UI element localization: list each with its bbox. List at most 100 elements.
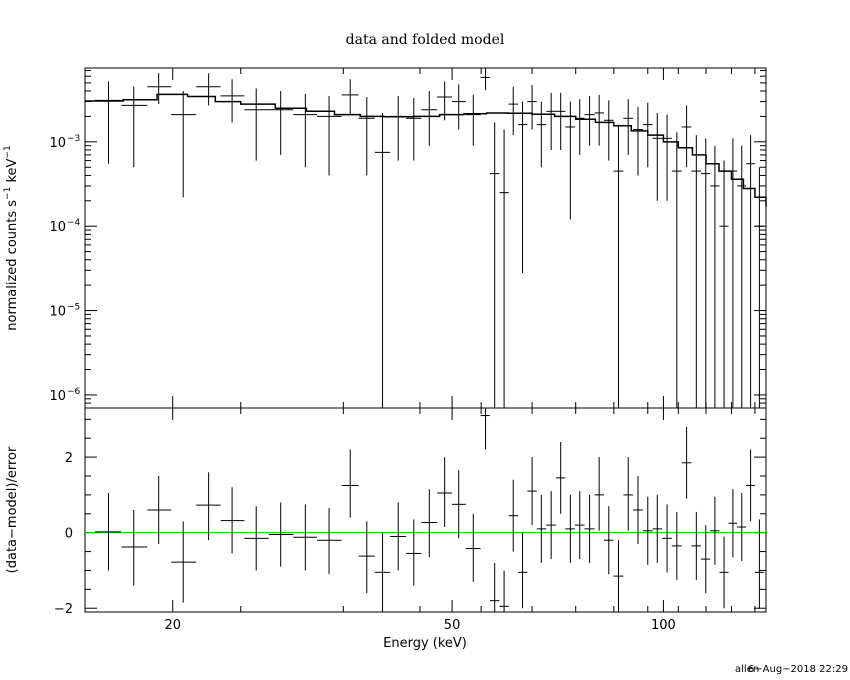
residual-point [728, 489, 738, 558]
residual-point [662, 504, 672, 573]
residual-point [94, 493, 122, 571]
residual-point [499, 570, 509, 612]
spectrum-point [594, 94, 605, 146]
residual-point [147, 476, 172, 544]
spectrum-point [406, 98, 422, 161]
residual-data-points [94, 408, 764, 612]
spectrum-point [390, 95, 407, 161]
residual-point [710, 496, 720, 565]
spectrum-point [584, 95, 595, 146]
residual-y-tick-labels: 2 0 −2 [54, 451, 73, 617]
spectrum-point [489, 122, 500, 408]
residual-point [681, 426, 692, 499]
residual-point [244, 506, 269, 571]
spectrum-point [196, 73, 221, 106]
residual-point [584, 494, 595, 563]
residual-point [746, 449, 755, 522]
y-tick-exp: −6 [67, 387, 81, 397]
residual-point [604, 506, 614, 575]
residual-point [480, 408, 490, 450]
residual-point [341, 449, 359, 518]
y-tick-label: 10−6 [49, 387, 80, 404]
residual-point [536, 494, 547, 563]
spectrum-point [452, 84, 466, 130]
x-tick-label: 50 [444, 618, 461, 633]
residual-point [489, 562, 500, 612]
ylabel-mid: keV [5, 158, 20, 186]
spectrum-point [268, 91, 294, 155]
spectrum-point [536, 101, 547, 168]
residual-point [594, 457, 605, 531]
y-tick-label: 10−4 [49, 218, 80, 235]
residual-point [196, 472, 221, 541]
spectrum-point [480, 68, 490, 91]
spectrum-point [316, 95, 342, 176]
spectrum-y-tick-labels: 10−310−410−510−6 [49, 134, 80, 404]
residual-point [358, 521, 375, 594]
spectrum-data-points [94, 68, 764, 408]
spectrum-point [465, 94, 481, 146]
y-tick-base: 10 [49, 389, 66, 404]
residual-y-axis-label: (data−model)/error [5, 446, 20, 573]
spectrum-point [746, 135, 755, 408]
spectrum-point [574, 99, 585, 155]
residual-point [546, 491, 556, 560]
spectrum-point [437, 81, 453, 121]
model-curve [85, 93, 767, 207]
residual-point [293, 504, 317, 571]
chart-title: data and folded model [346, 32, 505, 48]
x-axis-label: Energy (keV) [383, 636, 467, 651]
spectrum-panel: 10−310−410−510−6 normalized counts s−1 k… [3, 67, 767, 409]
ylabel-sup-1: −1 [3, 187, 13, 200]
spectrum-point [94, 81, 122, 164]
spectrum-point [421, 91, 438, 146]
residual-point [671, 511, 682, 580]
y-tick-label: −2 [54, 602, 73, 617]
y-tick-label: 0 [65, 527, 73, 542]
residual-point [452, 470, 466, 539]
spectrum-y-axis-label: normalized counts s−1 keV−1 [3, 145, 20, 330]
spectrum-point [613, 124, 624, 408]
spectrum-point [737, 145, 747, 408]
x-tick-label: 20 [164, 618, 181, 633]
spectrum-point [691, 135, 701, 408]
spectrum-point [147, 73, 172, 105]
spectrum-point [719, 160, 729, 408]
residual-point [565, 494, 575, 563]
residual-point [406, 519, 422, 586]
spectrum-point [293, 93, 317, 168]
residual-point [465, 513, 481, 582]
spectrum-point [508, 86, 519, 136]
residual-point [642, 496, 653, 565]
residual-point [555, 442, 566, 514]
residual-point [652, 494, 663, 563]
residual-point [574, 491, 585, 560]
residual-point [518, 532, 528, 609]
spectrum-point [642, 102, 653, 168]
spectrum-point [681, 105, 692, 168]
footer-user: allen [735, 664, 759, 675]
spectrum-point [623, 99, 633, 155]
spectrum-point [499, 129, 509, 408]
residual-point [421, 489, 438, 558]
residual-point [171, 521, 197, 603]
spectrum-point [565, 101, 575, 220]
residual-point [754, 519, 764, 609]
x-tick-label: 100 [651, 618, 676, 633]
spectrum-point [754, 167, 764, 408]
residual-point [437, 457, 453, 527]
spectrum-point [341, 79, 359, 115]
residual-point [121, 510, 148, 586]
residual-point [719, 536, 729, 609]
spectrum-point [220, 79, 245, 123]
y-tick-exp: −3 [67, 134, 80, 144]
residual-point [508, 479, 519, 552]
residual-point [374, 532, 391, 612]
residual-point [220, 487, 245, 554]
residual-point [527, 457, 537, 526]
residual-point [316, 508, 342, 575]
spectrum-point [374, 112, 391, 408]
spectrum-point [728, 138, 738, 408]
